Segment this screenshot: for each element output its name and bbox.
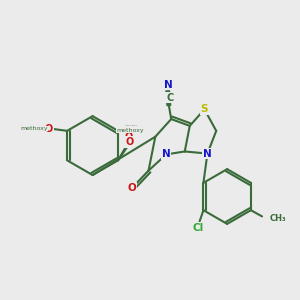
Text: methoxy: methoxy bbox=[20, 126, 48, 131]
Text: O: O bbox=[125, 137, 134, 147]
Text: methoxy: methoxy bbox=[116, 128, 144, 134]
Text: CH₃: CH₃ bbox=[269, 214, 286, 223]
Text: methoxy: methoxy bbox=[126, 125, 132, 127]
Text: N: N bbox=[203, 148, 212, 158]
Text: Cl: Cl bbox=[193, 223, 204, 233]
Text: O: O bbox=[128, 183, 137, 193]
Text: methoxy: methoxy bbox=[20, 126, 48, 131]
Text: C: C bbox=[166, 93, 173, 103]
Text: S: S bbox=[201, 104, 208, 114]
Text: N: N bbox=[162, 149, 171, 159]
Text: methoxy: methoxy bbox=[116, 128, 144, 134]
Text: O: O bbox=[45, 124, 53, 134]
Text: N: N bbox=[164, 80, 172, 90]
Text: methoxy: methoxy bbox=[132, 125, 138, 127]
Text: O: O bbox=[125, 132, 133, 142]
